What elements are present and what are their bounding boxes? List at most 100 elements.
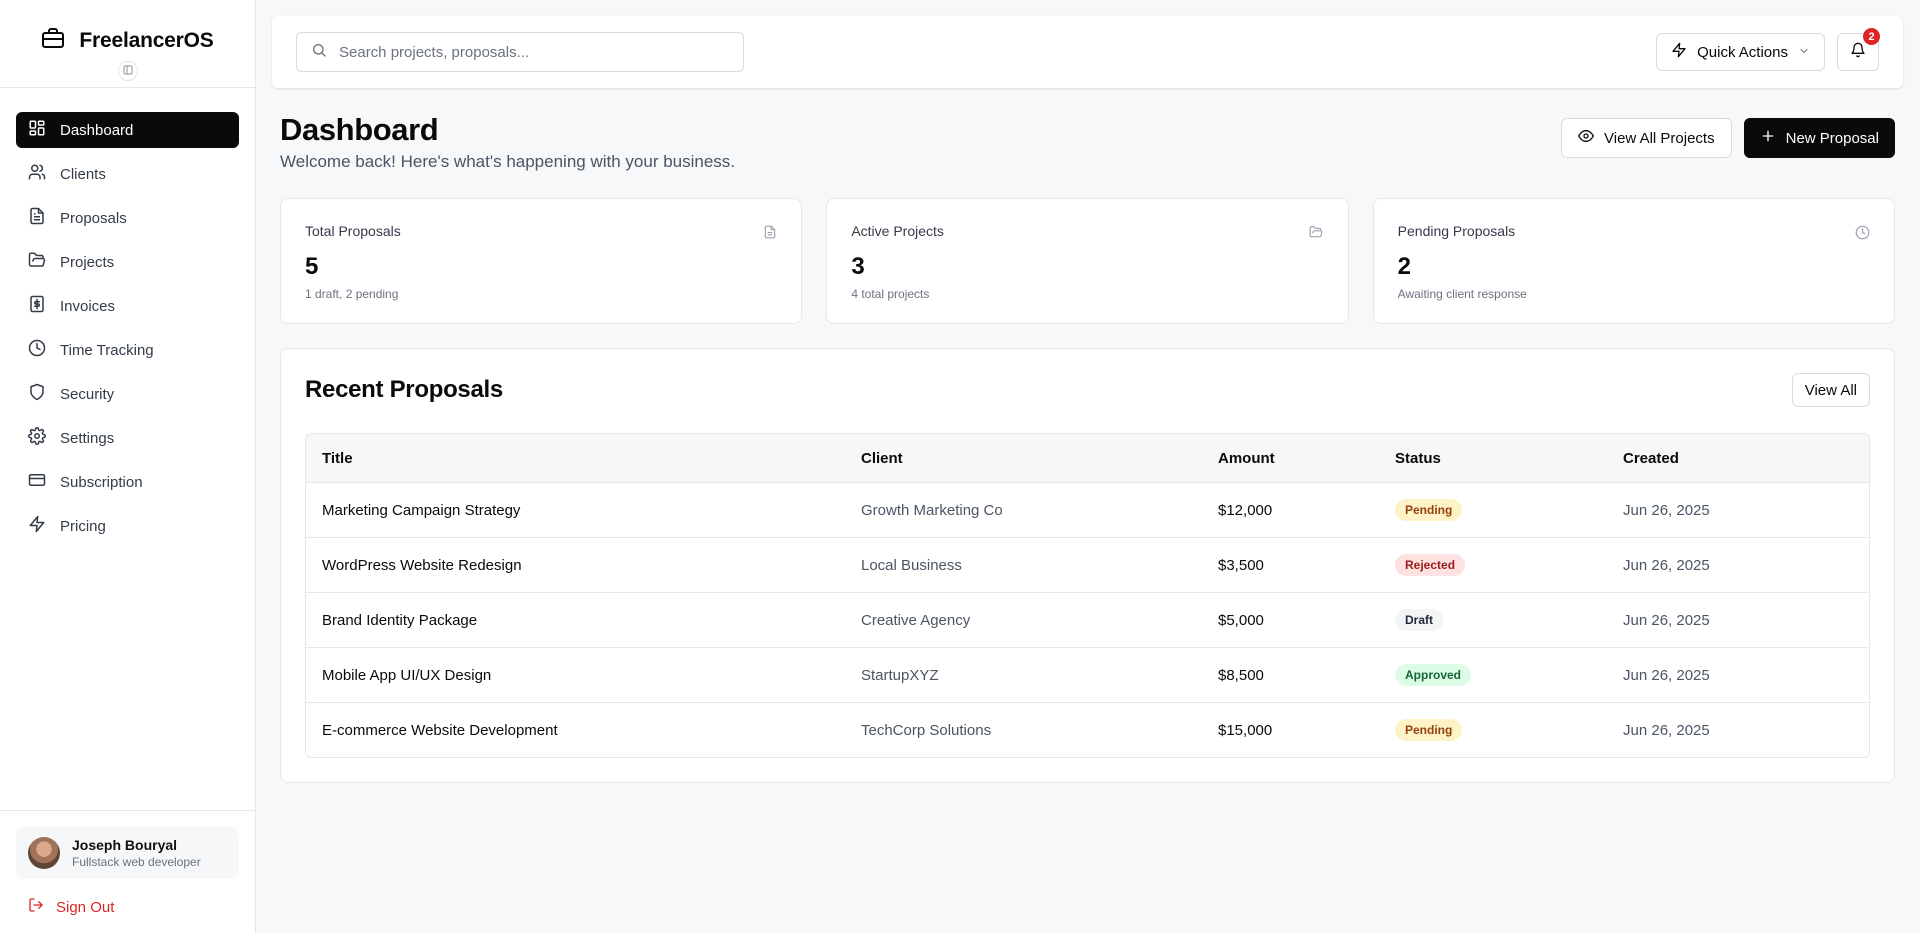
top-actions: Quick Actions 2: [1656, 28, 1880, 71]
stat-card-pending-proposals: Pending Proposals 2 Awaiting client resp…: [1372, 198, 1895, 324]
proposal-created: Jun 26, 2025: [1623, 611, 1710, 629]
new-proposal-button[interactable]: New Proposal: [1743, 118, 1895, 158]
view-all-projects-button[interactable]: View All Projects: [1561, 118, 1732, 158]
proposal-title: WordPress Website Redesign: [322, 556, 522, 574]
search-box[interactable]: [296, 32, 744, 72]
proposal-client: StartupXYZ: [861, 666, 939, 684]
table-row[interactable]: E-commerce Website Development TechCorp …: [306, 702, 1869, 757]
quick-actions-label: Quick Actions: [1697, 43, 1788, 61]
brand[interactable]: FreelancerOS: [41, 27, 214, 54]
sidebar-item-proposals[interactable]: Proposals: [16, 200, 239, 236]
sidebar-item-label: Clients: [60, 165, 106, 183]
sidebar-item-security[interactable]: Security: [16, 376, 239, 412]
stat-card-active-projects: Active Projects 3 4 total projects: [826, 198, 1349, 324]
proposal-client: Growth Marketing Co: [861, 501, 1003, 519]
dashboard-icon: [28, 119, 46, 141]
status-badge: Rejected: [1395, 554, 1466, 576]
collapse-sidebar-button[interactable]: [118, 61, 138, 81]
sidebar-item-clients[interactable]: Clients: [16, 156, 239, 192]
notifications-button[interactable]: 2: [1837, 28, 1880, 71]
stats-row: Total Proposals 5 1 draft, 2 pending Act…: [272, 172, 1903, 324]
stat-label: Pending Proposals: [1397, 223, 1516, 239]
sidebar-item-time-tracking[interactable]: Time Tracking: [16, 332, 239, 368]
stat-value: 3: [851, 253, 865, 280]
page-subtitle: Welcome back! Here's what's happening wi…: [280, 152, 736, 171]
table-row[interactable]: WordPress Website Redesign Local Busines…: [306, 537, 1869, 592]
search-input[interactable]: [339, 43, 729, 61]
quick-actions-button[interactable]: Quick Actions: [1656, 33, 1825, 71]
new-proposal-label: New Proposal: [1785, 129, 1879, 147]
proposal-title: Mobile App UI/UX Design: [322, 666, 492, 684]
user-card[interactable]: Joseph Bouryal Fullstack web developer: [16, 827, 239, 879]
sidebar-item-label: Time Tracking: [60, 341, 154, 359]
file-text-icon: [28, 207, 46, 229]
sidebar-footer: Joseph Bouryal Fullstack web developer S…: [0, 810, 255, 933]
sidebar-item-label: Dashboard: [60, 121, 134, 139]
sidebar-nav: Dashboard Clients Proposals Projects Inv…: [0, 88, 255, 810]
user-role: Fullstack web developer: [72, 855, 201, 869]
brand-header: FreelancerOS: [0, 0, 255, 88]
sidebar: FreelancerOS Dashboard Clients Proposals…: [0, 0, 256, 933]
proposals-table: Title Client Amount Status Created Marke…: [305, 433, 1870, 758]
column-header-created[interactable]: Created: [1623, 449, 1679, 467]
sidebar-item-label: Pricing: [60, 517, 106, 535]
table-row[interactable]: Marketing Campaign Strategy Growth Marke…: [306, 482, 1869, 537]
sidebar-item-settings[interactable]: Settings: [16, 420, 239, 456]
user-name: Joseph Bouryal: [72, 837, 178, 853]
page-actions: View All Projects New Proposal: [1561, 118, 1895, 158]
status-badge: Approved: [1395, 664, 1472, 686]
top-bar: Quick Actions 2: [272, 16, 1903, 88]
column-header-status[interactable]: Status: [1395, 449, 1441, 467]
bell-icon: [1850, 42, 1866, 63]
column-header-title[interactable]: Title: [322, 449, 353, 467]
sidebar-item-label: Settings: [60, 429, 115, 447]
stat-note: Awaiting client response: [1397, 287, 1527, 301]
table-header-row: Title Client Amount Status Created: [306, 434, 1869, 482]
sidebar-item-label: Proposals: [60, 209, 127, 227]
proposal-created: Jun 26, 2025: [1623, 501, 1710, 519]
sign-out-button[interactable]: Sign Out: [16, 897, 239, 917]
table-row[interactable]: Mobile App UI/UX Design StartupXYZ $8,50…: [306, 647, 1869, 702]
shield-icon: [28, 383, 46, 405]
stat-note: 1 draft, 2 pending: [305, 287, 399, 301]
sidebar-item-label: Subscription: [60, 473, 143, 491]
stat-card-total-proposals: Total Proposals 5 1 draft, 2 pending: [280, 198, 803, 324]
proposal-client: TechCorp Solutions: [861, 721, 992, 739]
section-title: Recent Proposals: [305, 376, 503, 403]
sidebar-item-projects[interactable]: Projects: [16, 244, 239, 280]
proposal-created: Jun 26, 2025: [1623, 721, 1710, 739]
invoice-dollar-icon: [28, 295, 46, 317]
column-header-client[interactable]: Client: [861, 449, 903, 467]
lightning-icon: [1671, 42, 1687, 62]
clock-icon: [28, 339, 46, 361]
sidebar-item-invoices[interactable]: Invoices: [16, 288, 239, 324]
proposal-amount: $15,000: [1218, 721, 1273, 739]
sidebar-item-pricing[interactable]: Pricing: [16, 508, 239, 544]
status-badge: Draft: [1395, 609, 1444, 631]
table-row[interactable]: Brand Identity Package Creative Agency $…: [306, 592, 1869, 647]
page-title: Dashboard: [280, 112, 439, 147]
status-badge: Pending: [1395, 499, 1463, 521]
avatar: [28, 837, 60, 869]
sidebar-item-dashboard[interactable]: Dashboard: [16, 112, 239, 148]
credit-card-icon: [28, 471, 46, 493]
view-all-projects-label: View All Projects: [1604, 129, 1715, 147]
view-all-proposals-button[interactable]: View All: [1791, 373, 1870, 407]
folder-open-icon: [1308, 225, 1324, 244]
page-header: Dashboard Welcome back! Here's what's ha…: [272, 88, 1903, 172]
stat-label: Active Projects: [851, 223, 944, 239]
notification-badge: 2: [1863, 28, 1880, 45]
proposal-created: Jun 26, 2025: [1623, 556, 1710, 574]
app-name: FreelancerOS: [79, 28, 214, 52]
lightning-icon: [28, 515, 46, 537]
column-header-amount[interactable]: Amount: [1218, 449, 1275, 467]
proposal-amount: $3,500: [1218, 556, 1264, 574]
sidebar-item-label: Projects: [60, 253, 115, 271]
proposal-client: Local Business: [861, 556, 962, 574]
folder-open-icon: [28, 251, 46, 273]
stat-value: 2: [1397, 253, 1412, 280]
plus-icon: [1760, 128, 1776, 148]
log-out-icon: [28, 897, 44, 917]
sign-out-label: Sign Out: [56, 898, 115, 916]
sidebar-item-subscription[interactable]: Subscription: [16, 464, 239, 500]
